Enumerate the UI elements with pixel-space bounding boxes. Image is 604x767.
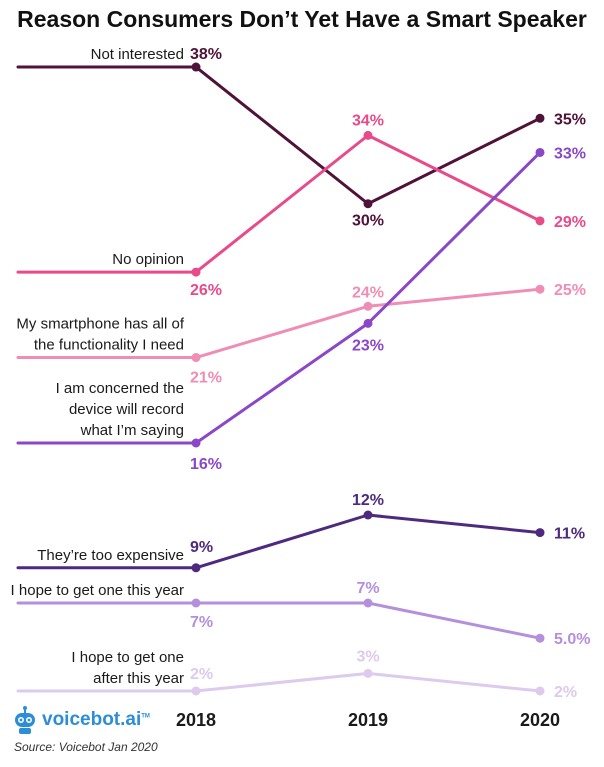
data-point-1-2 [535, 216, 545, 226]
series-label-3-line-2: what I’m saying [80, 422, 184, 439]
series-label-0-line-0: Not interested [91, 46, 184, 63]
series-line-5 [196, 601, 541, 640]
value-label-5-0: 7% [190, 614, 213, 631]
chart-title: Reason Consumers Don’t Yet Have a Smart … [17, 6, 587, 32]
value-label-4-0: 9% [190, 539, 213, 556]
logo-text: voicebot.aiTM [42, 709, 150, 731]
data-point-1-1 [363, 130, 373, 140]
x-tick-2020: 2020 [520, 710, 560, 730]
value-label-3-2: 33% [554, 145, 586, 162]
data-point-4-0 [191, 563, 201, 573]
data-point-4-2 [535, 528, 545, 538]
series-label-2-line-0: My smartphone has all of [16, 316, 184, 333]
value-label-4-1: 12% [352, 492, 384, 509]
logo-tld: .ai [120, 709, 142, 730]
value-label-5-2: 5.0% [554, 631, 590, 648]
data-point-5-1 [363, 598, 373, 608]
value-label-0-2: 35% [554, 111, 586, 128]
value-label-1-0: 26% [190, 282, 222, 299]
data-point-2-2 [535, 284, 545, 294]
data-point-6-0 [191, 686, 201, 696]
value-label-3-0: 16% [190, 456, 222, 473]
data-point-1-0 [191, 267, 201, 277]
data-point-2-0 [191, 353, 201, 363]
series-label-5-line-0: I hope to get one this year [11, 582, 184, 599]
data-point-3-0 [191, 438, 201, 448]
series-label-2-line-1: the functionality I need [34, 337, 184, 354]
data-point-0-1 [363, 199, 373, 209]
x-tick-2018: 2018 [176, 710, 216, 730]
series-label-6-line-1: after this year [93, 670, 184, 687]
series-label-6-line-0: I hope to get one [71, 649, 184, 666]
value-label-3-1: 23% [352, 337, 384, 354]
series-label-4-line-0: They’re too expensive [37, 547, 184, 564]
value-label-1-1: 34% [352, 112, 384, 129]
logo-tm: TM [141, 713, 150, 720]
value-label-0-1: 30% [352, 213, 384, 230]
voicebot-logo: voicebot.aiTM [12, 705, 150, 735]
source-note: Source: Voicebot Jan 2020 [14, 740, 158, 754]
value-label-6-2: 2% [554, 684, 577, 701]
data-point-6-1 [363, 668, 373, 678]
data-point-5-2 [535, 633, 545, 643]
data-point-4-1 [363, 510, 373, 520]
data-point-3-1 [363, 318, 373, 328]
x-tick-2019: 2019 [348, 710, 388, 730]
value-label-5-1: 7% [356, 580, 379, 597]
logo-name: voicebot [42, 709, 121, 730]
value-label-6-1: 3% [356, 648, 379, 665]
series-line-4 [195, 513, 541, 570]
value-label-1-2: 29% [554, 214, 586, 231]
data-point-2-1 [363, 301, 373, 311]
value-label-2-2: 25% [554, 282, 586, 299]
value-label-0-0: 38% [190, 46, 222, 63]
series-label-3-line-0: I am concerned the [56, 380, 184, 397]
robot-icon [15, 706, 35, 734]
value-label-4-2: 11% [554, 526, 585, 543]
value-label-2-0: 21% [190, 370, 222, 387]
data-point-0-0 [191, 62, 201, 72]
value-label-2-1: 24% [352, 284, 384, 301]
data-point-0-2 [535, 113, 545, 123]
series-label-1-line-0: No opinion [112, 251, 184, 268]
series-label-3-line-1: device will record [69, 401, 184, 418]
data-point-5-0 [191, 598, 201, 608]
data-point-6-2 [535, 686, 545, 696]
value-label-6-0: 2% [190, 666, 213, 683]
data-point-3-2 [535, 147, 545, 157]
